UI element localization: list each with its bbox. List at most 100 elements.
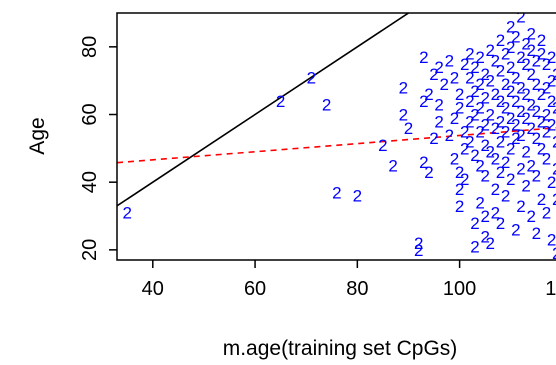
x-tick-label: 40 (142, 278, 164, 300)
data-point: 2 (480, 65, 489, 84)
data-point: 2 (547, 92, 556, 111)
data-point: 2 (450, 109, 459, 128)
data-point: 2 (511, 129, 520, 148)
x-axis: 40 60 80 100 120 (142, 260, 556, 300)
data-point: 2 (511, 68, 520, 87)
data-point: 2 (526, 24, 535, 43)
data-point: 2 (276, 92, 285, 111)
data-point: 2 (537, 139, 546, 158)
data-point: 2 (521, 85, 530, 104)
y-tick-label: 60 (79, 103, 101, 125)
data-point: 2 (496, 112, 505, 131)
data-point: 2 (450, 149, 459, 168)
y-axis: 20 40 60 80 (79, 36, 117, 261)
data-point: 2 (506, 170, 515, 189)
data-point: 2 (537, 112, 546, 131)
data-point: 2 (506, 139, 515, 158)
data-point: 2 (470, 214, 479, 233)
y-tick-label: 40 (79, 171, 101, 193)
data-point: 2 (480, 166, 489, 185)
data-point: 2 (486, 106, 495, 125)
data-point: 2 (506, 38, 515, 57)
data-point: 2 (470, 146, 479, 165)
data-point: 2 (501, 75, 510, 94)
data-point: 2 (516, 102, 525, 121)
data-point: 2 (419, 48, 428, 67)
data-point: 2 (460, 139, 469, 158)
data-point: 2 (332, 183, 341, 202)
data-point: 2 (414, 234, 423, 253)
data-point: 2 (399, 78, 408, 97)
data-point: 2 (470, 106, 479, 125)
data-point: 2 (475, 75, 484, 94)
data-point: 2 (496, 133, 505, 152)
data-point: 2 (491, 204, 500, 223)
data-point: 2 (506, 109, 515, 128)
data-point: 2 (465, 133, 474, 152)
data-point: 2 (388, 156, 397, 175)
data-point: 2 (440, 75, 449, 94)
data-point: 2 (480, 116, 489, 135)
data-point: 2 (475, 156, 484, 175)
data-point: 2 (542, 55, 551, 74)
identity-line (117, 13, 410, 207)
data-point: 2 (521, 34, 530, 53)
data-point: 2 (511, 221, 520, 240)
data-point: 2 (506, 18, 515, 37)
data-point: 2 (532, 102, 541, 121)
data-point: 2 (496, 92, 505, 111)
data-point: 2 (475, 99, 484, 118)
data-point: 2 (414, 241, 423, 260)
data-point: 2 (521, 143, 530, 162)
data-point: 2 (532, 166, 541, 185)
data-point: 2 (552, 190, 556, 209)
data-point: 2 (455, 85, 464, 104)
data-point: 2 (516, 7, 525, 26)
data-point: 2 (532, 75, 541, 94)
data-point: 2 (491, 180, 500, 199)
data-point: 2 (491, 51, 500, 70)
data-point: 2 (552, 244, 556, 263)
data-point: 2 (516, 126, 525, 145)
data-point: 2 (526, 207, 535, 226)
data-point: 2 (404, 119, 413, 138)
data-point: 2 (122, 204, 131, 223)
y-axis-title: Age (26, 117, 49, 154)
data-point: 2 (496, 31, 505, 50)
data-point: 2 (501, 122, 510, 141)
data-point: 2 (455, 197, 464, 216)
data-point: 2 (552, 65, 556, 84)
data-point: 2 (450, 68, 459, 87)
data-point: 2 (552, 99, 556, 118)
data-point: 2 (521, 109, 530, 128)
data-point: 2 (429, 65, 438, 84)
data-point: 2 (501, 187, 510, 206)
data-point: 2 (516, 48, 525, 67)
data-point: 2 (460, 55, 469, 74)
data-point: 2 (419, 92, 428, 111)
data-point: 2 (434, 95, 443, 114)
data-point: 2 (486, 234, 495, 253)
data-point: 2 (445, 126, 454, 145)
data-point: 2 (496, 163, 505, 182)
x-tick-label: 80 (346, 278, 368, 300)
data-point: 2 (537, 31, 546, 50)
data-point: 2 (470, 82, 479, 101)
data-point: 2 (521, 177, 530, 196)
data-point: 2 (501, 99, 510, 118)
data-point: 2 (491, 85, 500, 104)
data-point: 2 (521, 55, 530, 74)
data-point: 2 (455, 180, 464, 199)
data-point: 2 (501, 153, 510, 172)
data-point: 2 (486, 143, 495, 162)
data-point: 2 (378, 136, 387, 155)
y-tick-label: 20 (79, 239, 101, 261)
data-point: 2 (491, 119, 500, 138)
x-tick-label: 100 (443, 278, 476, 300)
data-point: 2 (399, 106, 408, 125)
data-point: 2 (516, 78, 525, 97)
data-point: 2 (526, 41, 535, 60)
data-point: 2 (542, 78, 551, 97)
